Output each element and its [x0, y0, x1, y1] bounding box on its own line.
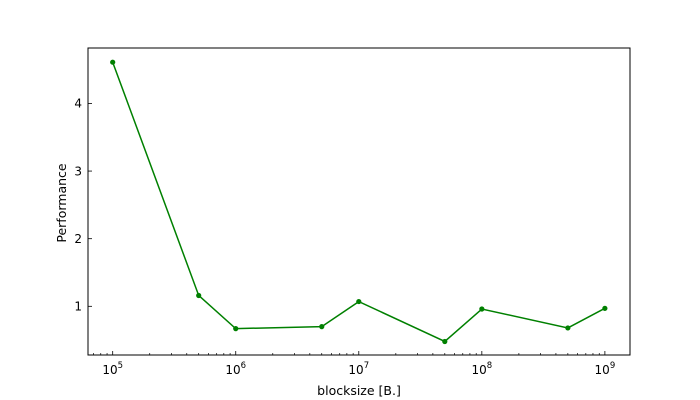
y-tick-label: 1	[74, 300, 82, 314]
x-tick-label: 107	[348, 361, 369, 377]
series-layer	[110, 59, 608, 345]
data-point	[565, 325, 571, 331]
data-point	[233, 326, 239, 332]
data-point	[602, 305, 608, 311]
y-tick-label: 4	[74, 97, 82, 111]
y-axis-label: Performance	[54, 163, 69, 243]
data-point	[319, 323, 325, 330]
y-tick-label: 2	[74, 232, 82, 246]
axis-ticks	[88, 103, 606, 355]
tick-labels: 105 106 107 108 109 1 2 3 4	[74, 97, 615, 377]
data-point	[356, 298, 362, 305]
data-point	[479, 306, 485, 312]
data-point	[442, 338, 448, 345]
y-tick-label: 3	[74, 164, 82, 178]
x-tick-label: 105	[102, 361, 123, 377]
x-axis-label: blocksize [B.]	[317, 383, 401, 398]
data-point	[196, 292, 202, 299]
data-point	[110, 59, 116, 65]
x-tick-label: 109	[595, 361, 616, 377]
x-tick-label: 108	[471, 361, 492, 377]
plot-frame	[87, 47, 631, 356]
x-tick-label: 106	[225, 361, 246, 377]
plot-area	[88, 48, 630, 355]
